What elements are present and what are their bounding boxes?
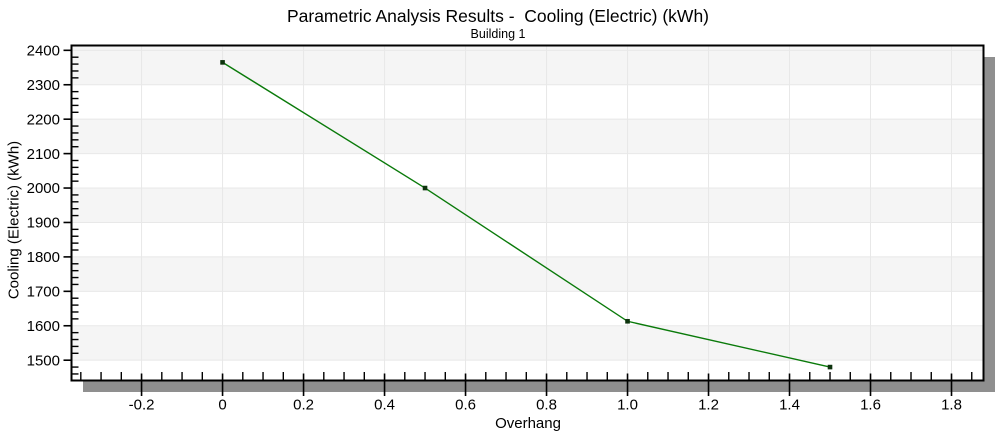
y-grid-band xyxy=(71,45,984,51)
x-tick-label: 1.8 xyxy=(941,397,962,414)
x-tick-label: 1.4 xyxy=(779,397,800,414)
y-tick-label: 1900 xyxy=(27,215,60,232)
x-tick-label: 0.8 xyxy=(536,397,557,414)
y-grid-band xyxy=(71,50,984,85)
x-tick-label: 0.4 xyxy=(374,397,395,414)
data-point-marker xyxy=(827,364,833,370)
y-axis-title: Cooling (Electric) (kWh) xyxy=(5,140,23,300)
series-line xyxy=(222,61,831,368)
x-tick-label: 1.2 xyxy=(698,397,719,414)
plot-frame xyxy=(70,44,985,382)
y-grid-band xyxy=(71,119,984,154)
y-grid-band xyxy=(71,256,984,292)
y-tick-label: 2100 xyxy=(27,146,60,163)
x-tick-label: 1.6 xyxy=(860,397,881,414)
data-point-marker xyxy=(220,60,225,65)
x-tick-label: 0.2 xyxy=(293,397,314,414)
y-tick-label: 2000 xyxy=(27,180,60,197)
chart-subtitle: Building 1 xyxy=(470,27,526,41)
y-grid-band xyxy=(71,188,984,223)
data-point-marker xyxy=(625,318,630,324)
x-tick-label: -0.2 xyxy=(129,397,155,414)
y-tick-label: 2200 xyxy=(27,111,60,128)
y-tick-label: 1600 xyxy=(27,318,60,335)
x-axis-title: Overhang xyxy=(495,415,561,432)
y-tick-label: 1700 xyxy=(27,284,60,301)
data-point-marker xyxy=(422,185,428,191)
x-tick-label: 1.0 xyxy=(617,397,638,414)
y-tick-label: 2300 xyxy=(27,77,60,94)
y-grid-band xyxy=(71,325,984,361)
chart-title: Parametric Analysis Results - Cooling (E… xyxy=(286,6,710,26)
y-tick-label: 1800 xyxy=(27,249,60,266)
x-tick-label: 0 xyxy=(218,397,226,414)
y-tick-label: 1500 xyxy=(27,352,60,369)
x-tick-label: 0.6 xyxy=(455,397,476,414)
y-tick-label: 2400 xyxy=(27,43,60,60)
